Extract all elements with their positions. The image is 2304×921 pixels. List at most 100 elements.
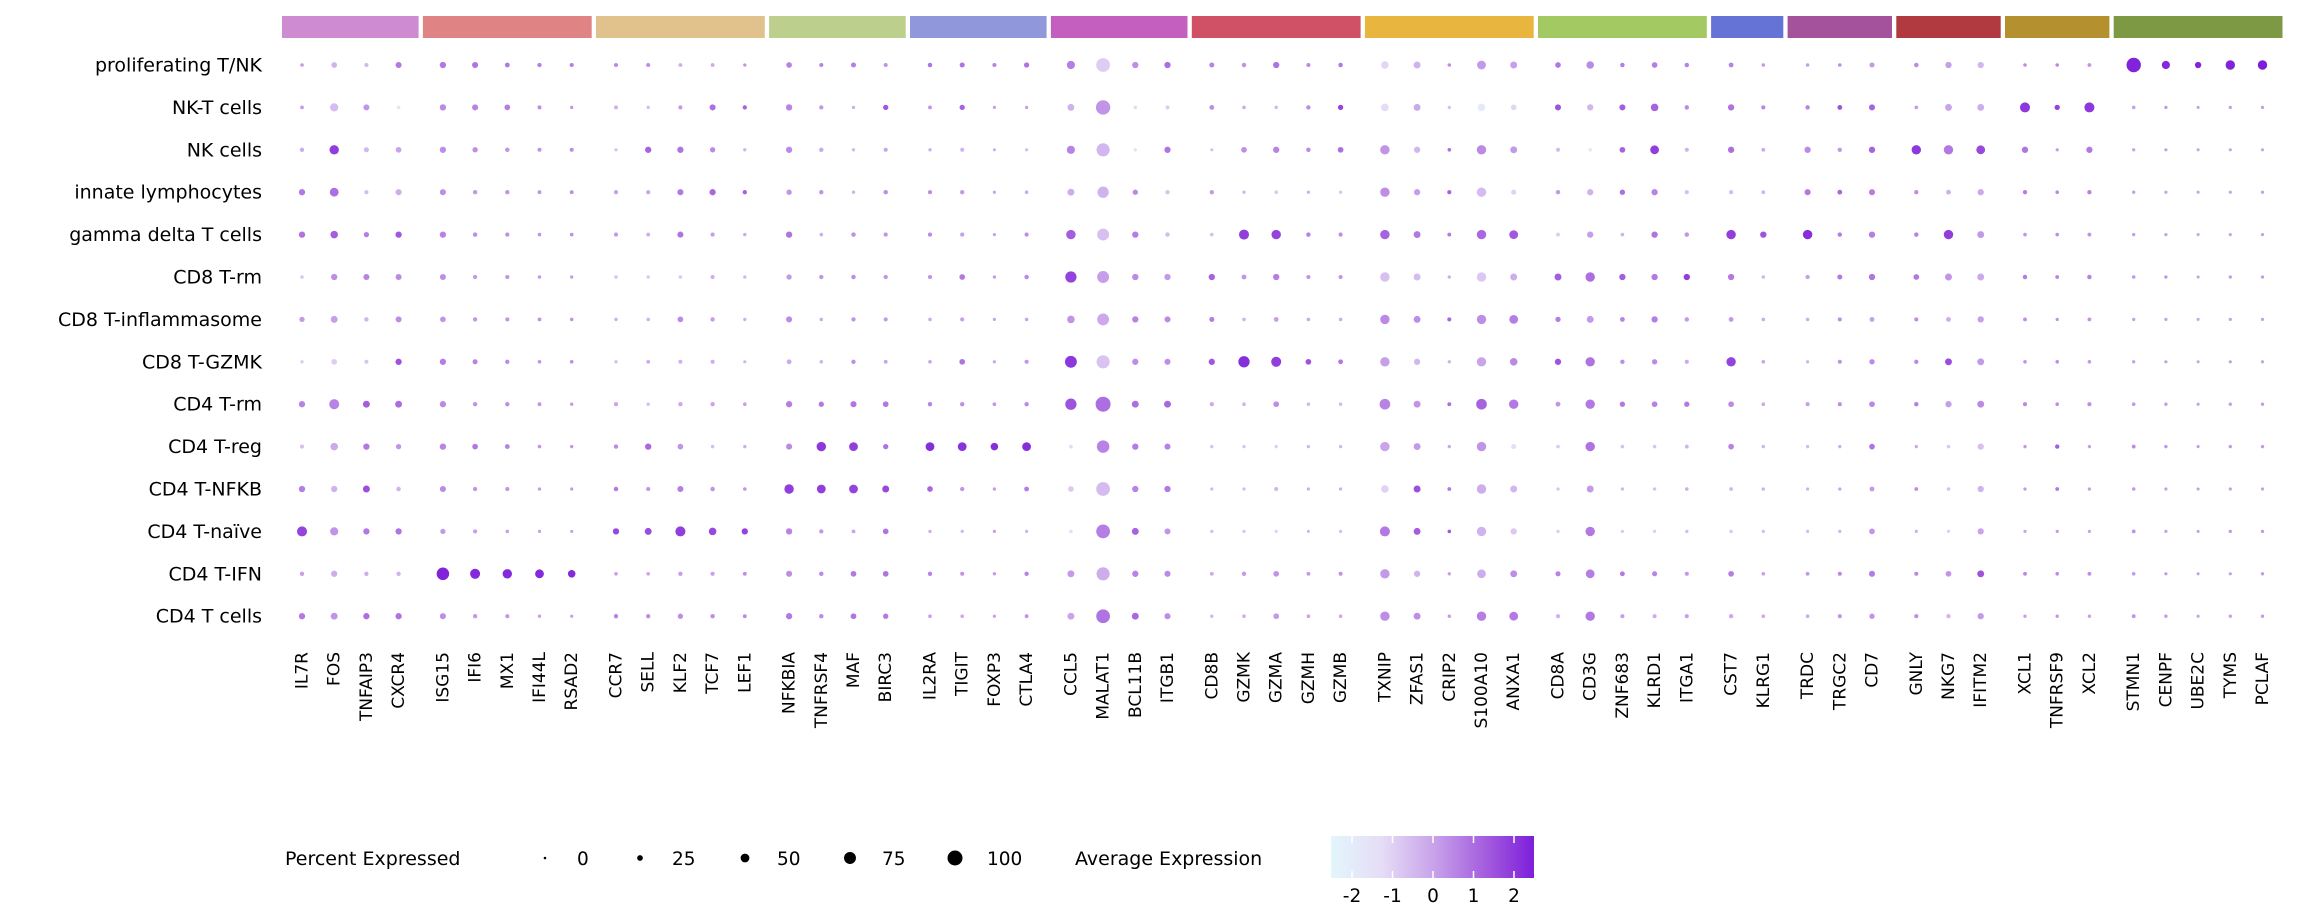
expression-dot (1306, 444, 1311, 449)
expression-dot (2131, 572, 2136, 576)
expression-dot (1914, 62, 1919, 68)
expression-dot (2131, 529, 2136, 534)
gene-label: CXCR4 (389, 652, 409, 709)
expression-dot (613, 614, 619, 619)
expression-dot (1133, 148, 1137, 152)
expression-dot (1380, 569, 1390, 579)
expression-dot (819, 317, 824, 322)
expression-dot (1306, 274, 1311, 280)
expression-dot (1447, 148, 1452, 152)
expression-dot (537, 105, 542, 110)
expression-dot (1651, 189, 1658, 196)
expression-dot (1447, 572, 1451, 576)
expression-dot (2087, 402, 2092, 407)
expression-dot (2260, 232, 2265, 237)
expression-dot (612, 528, 620, 535)
expression-dot (2228, 148, 2232, 152)
expression-dot (1306, 62, 1311, 68)
expression-dot (569, 147, 574, 152)
expression-dot (1097, 186, 1109, 198)
gene-label: MALAT1 (1094, 652, 1114, 720)
expression-dot (1131, 527, 1139, 535)
expression-dot (1380, 441, 1390, 452)
expression-dot (992, 402, 997, 407)
expression-dot (992, 529, 997, 534)
expression-dot (644, 527, 652, 535)
expression-dot (1587, 231, 1594, 238)
expression-dot (472, 61, 479, 69)
percent-legend-tick: 100 (987, 849, 1022, 870)
expression-dot (2260, 529, 2265, 534)
expression-dot (1977, 231, 1985, 239)
expression-dot (363, 273, 370, 281)
expression-dot (1585, 272, 1595, 282)
expression-dot (329, 399, 340, 410)
expression-dot (960, 190, 965, 195)
expression-dot (1306, 487, 1311, 491)
expression-dot (1413, 189, 1421, 196)
expression-dot (743, 148, 747, 152)
expression-dot (1651, 62, 1658, 68)
expression-dot (439, 231, 447, 238)
expression-dot (1914, 359, 1919, 364)
gene-label: GNLY (1907, 651, 1927, 695)
expression-dot (1510, 273, 1518, 281)
expression-dot (1024, 148, 1029, 152)
gene-label: FOXP3 (985, 652, 1005, 707)
expression-dot (300, 105, 304, 110)
expression-dot (786, 359, 792, 365)
expression-dot (1447, 190, 1452, 195)
expression-dot (1273, 146, 1280, 153)
expression-dot (1620, 359, 1625, 365)
expression-dot (2196, 529, 2200, 533)
expression-dot (1024, 529, 1029, 534)
expression-dot (1727, 146, 1735, 153)
expression-dot (2131, 275, 2136, 279)
expression-dot (960, 147, 965, 152)
expression-dot (1509, 611, 1519, 621)
gene-label: S100A10 (1472, 652, 1492, 729)
expression-dot (1869, 316, 1875, 322)
expression-dot (819, 529, 824, 534)
expression-dot (472, 104, 479, 111)
expression-dot (786, 443, 793, 450)
expression-dot (928, 529, 932, 534)
expression-dot (1555, 401, 1561, 407)
expression-dot (1761, 444, 1765, 449)
expression-dot (957, 442, 967, 451)
expression-dot (882, 570, 889, 577)
expression-dot (1209, 62, 1215, 68)
expression-dot (1945, 401, 1952, 408)
expression-dot (1977, 358, 1985, 366)
expression-dot (1620, 62, 1625, 68)
percent-legend-tick: 0 (577, 849, 589, 870)
expression-dot (1024, 359, 1029, 364)
expression-dot (708, 527, 717, 536)
gene-label: FOS (325, 652, 345, 686)
expression-dot (1242, 614, 1246, 618)
expression-dot (2260, 105, 2265, 110)
expression-dot (819, 190, 824, 195)
gene-group-bar (596, 16, 765, 38)
expression-dot (1556, 444, 1560, 449)
expression-dot (743, 275, 747, 279)
expression-dot (1684, 317, 1690, 322)
expression-dot (927, 402, 933, 407)
expression-dot (299, 444, 305, 449)
row-label: CD4 T-reg (168, 436, 262, 458)
expression-dot (1652, 529, 1657, 534)
expression-dot (2164, 148, 2168, 152)
expression-dot (928, 105, 932, 110)
expression-dot (646, 190, 651, 195)
expression-dot (710, 444, 715, 449)
expression-dot (298, 401, 306, 408)
expression-dot (2087, 487, 2092, 491)
expression-dot (819, 62, 824, 68)
expression-dot (2196, 572, 2200, 576)
expression-dot (928, 317, 932, 322)
expression-dot (1977, 61, 1984, 69)
expression-dot (439, 358, 447, 365)
expression-dot (678, 359, 683, 364)
expression-dot (2055, 275, 2060, 279)
expression-dot (2132, 148, 2136, 152)
